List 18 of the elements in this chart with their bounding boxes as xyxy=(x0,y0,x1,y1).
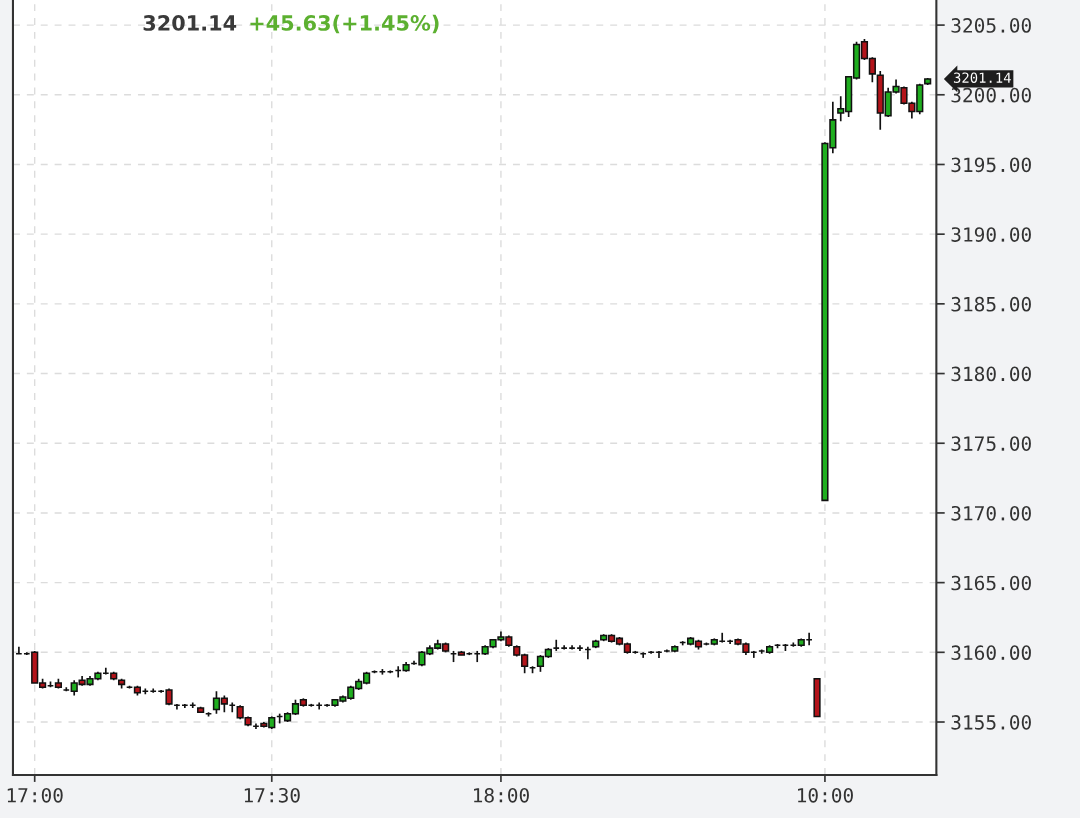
text: 3201.14 xyxy=(953,72,1011,83)
y-tick-label: 3205.00 xyxy=(951,18,1031,33)
y-tick-label: 3175.00 xyxy=(951,436,1031,451)
x-tick-label: 10:00 xyxy=(798,787,853,803)
text: +45.63(+1.45%) xyxy=(250,14,439,34)
y-tick-label: 3170.00 xyxy=(951,505,1031,521)
text: 3201.14 xyxy=(143,15,237,31)
y-tick-label: 3165.00 xyxy=(951,575,1031,591)
x-tick-label: 17:00 xyxy=(7,787,63,803)
y-tick-label: 3155.00 xyxy=(951,715,1031,730)
x-tick-label: 17:30 xyxy=(244,787,300,803)
y-tick-label: 3195.00 xyxy=(951,157,1031,173)
y-tick-label: 3200.00 xyxy=(951,87,1031,103)
y-tick-label: 3190.00 xyxy=(951,227,1031,242)
y-tick-label: 3160.00 xyxy=(951,645,1031,661)
y-tick-label: 3185.00 xyxy=(951,296,1031,312)
x-tick-label: 18:00 xyxy=(474,787,529,803)
y-tick-label: 3180.00 xyxy=(951,366,1031,382)
